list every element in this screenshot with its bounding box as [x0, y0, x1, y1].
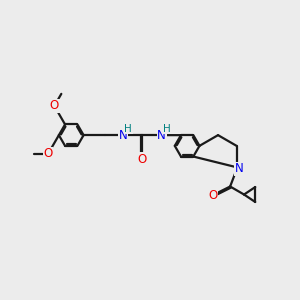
Text: N: N — [119, 129, 128, 142]
Text: H: H — [163, 124, 171, 134]
Text: O: O — [208, 189, 218, 203]
Text: O: O — [138, 153, 147, 166]
Text: H: H — [124, 124, 132, 134]
Text: O: O — [50, 99, 59, 112]
Text: O: O — [44, 147, 53, 160]
Text: N: N — [157, 129, 166, 142]
Text: N: N — [235, 162, 243, 175]
